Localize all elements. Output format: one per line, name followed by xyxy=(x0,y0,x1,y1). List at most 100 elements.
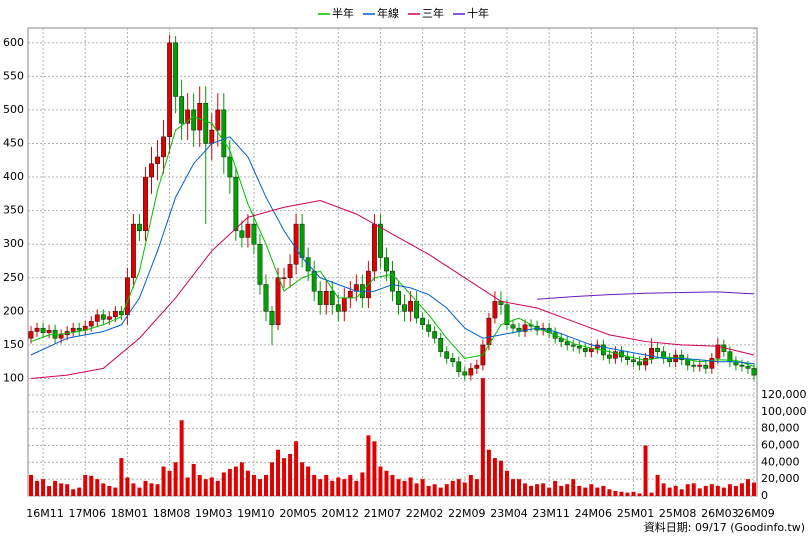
volume-bar xyxy=(613,490,618,496)
candle-body xyxy=(631,359,636,362)
volume-bar xyxy=(324,474,329,496)
candle-body xyxy=(691,364,697,367)
volume-bar xyxy=(348,474,353,496)
x-tick-label: 25M01 xyxy=(617,507,655,520)
volume-bar xyxy=(306,466,311,496)
volume-bar xyxy=(745,479,750,496)
candle-body xyxy=(492,301,498,319)
x-tick-label: 18M08 xyxy=(153,507,191,520)
volume-bar xyxy=(583,487,588,496)
volume-bar xyxy=(384,470,389,496)
y-tick-label: 450 xyxy=(3,136,24,149)
volume-bar xyxy=(294,441,299,496)
volume-bar xyxy=(276,449,281,496)
volume-bar xyxy=(360,472,365,496)
candle-body xyxy=(209,129,215,144)
volume-bar xyxy=(149,483,154,496)
candle-body xyxy=(185,109,191,124)
volume-bar xyxy=(655,474,660,496)
y2-tick-label: 0 xyxy=(761,489,768,502)
volume-bar xyxy=(113,487,118,496)
volume-bar xyxy=(71,489,76,496)
candle-body xyxy=(275,277,281,325)
candle-body xyxy=(106,316,112,320)
volume-bar xyxy=(35,480,40,496)
candle-body xyxy=(263,284,269,312)
candle-body xyxy=(215,109,221,131)
volume-bar xyxy=(601,485,606,496)
candle-body xyxy=(173,42,179,97)
volume-bar xyxy=(679,489,684,496)
candle-body xyxy=(179,96,185,124)
volume-bar xyxy=(637,493,642,496)
volume-bar xyxy=(715,485,720,496)
candle-body xyxy=(58,334,64,339)
candle-body xyxy=(613,351,618,359)
volume-bar xyxy=(492,458,497,496)
volume-bar xyxy=(342,479,347,496)
volume-bar xyxy=(691,483,696,496)
y-tick-label: 200 xyxy=(3,304,24,317)
candle-body xyxy=(414,301,419,319)
candle-body xyxy=(468,368,474,376)
volume-bar xyxy=(336,477,341,496)
volume-bar xyxy=(685,484,690,496)
volume-bar xyxy=(185,477,190,496)
moving-average-line xyxy=(537,291,755,300)
candle-body xyxy=(402,304,407,312)
candle-body xyxy=(293,223,299,265)
volume-bar xyxy=(137,487,142,496)
candle-body xyxy=(347,291,353,299)
candle-body xyxy=(576,346,582,349)
candle-body xyxy=(112,311,118,317)
y-tick-label: 250 xyxy=(3,271,24,284)
x-tick-label: 19M03 xyxy=(195,507,233,520)
volume-bar xyxy=(450,480,455,496)
volume-bar xyxy=(661,483,666,496)
y-tick-label: 550 xyxy=(3,69,24,82)
x-tick-label: 25M08 xyxy=(659,507,697,520)
candle-body xyxy=(408,301,413,312)
volume-bar xyxy=(143,480,148,496)
volume-bar xyxy=(167,470,172,496)
candle-body xyxy=(131,223,136,278)
volume-bar xyxy=(444,484,449,496)
volume-bar xyxy=(227,469,232,496)
candle-body xyxy=(438,338,444,352)
candle-body xyxy=(444,351,450,359)
candle-body xyxy=(100,314,106,320)
volume-bar xyxy=(77,487,82,496)
candle-body xyxy=(341,297,347,312)
y2-tick-label: 20,000 xyxy=(761,472,800,485)
y-tick-label: 350 xyxy=(3,204,24,217)
volume-bar xyxy=(288,453,293,496)
volume-bar xyxy=(571,479,576,496)
candle-body xyxy=(420,317,426,325)
moving-average-line xyxy=(30,136,755,365)
volume-bar xyxy=(432,484,437,496)
volume-bar xyxy=(312,474,317,496)
moving-average-line xyxy=(30,200,755,379)
volume-bar xyxy=(101,483,106,496)
candle-body xyxy=(715,344,721,359)
x-tick-label: 19M10 xyxy=(237,507,275,520)
candle-body xyxy=(299,223,305,258)
candle-body xyxy=(396,291,401,305)
candle-body xyxy=(203,103,209,144)
volume-bar xyxy=(517,479,522,496)
candle-body xyxy=(570,344,576,347)
candle-body xyxy=(167,42,172,137)
volume-bar xyxy=(330,480,335,496)
volume-bar xyxy=(318,479,323,496)
volume-bar xyxy=(354,480,359,496)
volume-bar xyxy=(95,479,100,496)
volume-bar xyxy=(41,479,46,496)
volume-bar xyxy=(119,458,124,496)
candle-body xyxy=(257,244,263,285)
candle-body xyxy=(40,327,46,334)
volume-bar xyxy=(553,480,558,496)
candle-body xyxy=(191,109,197,131)
candle-body xyxy=(76,327,82,331)
candle-body xyxy=(655,348,660,352)
x-tick-label: 22M02 xyxy=(406,507,444,520)
